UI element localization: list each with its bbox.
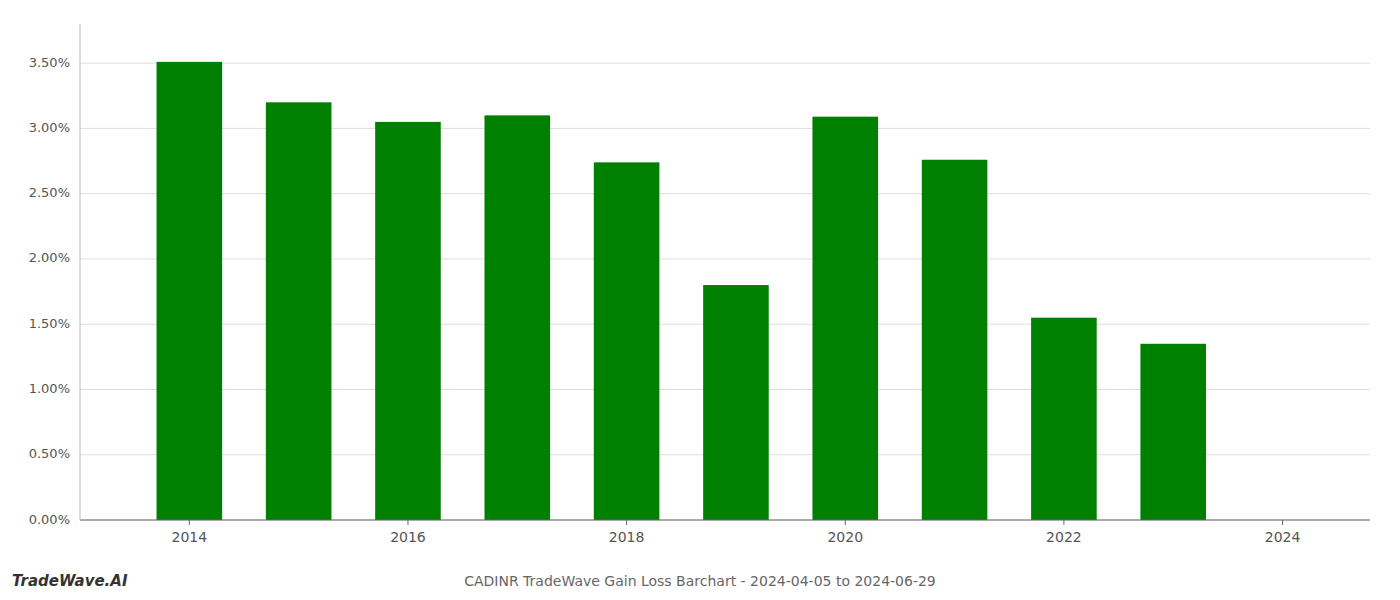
x-tick-label: 2018 — [609, 529, 645, 545]
x-tick-label: 2024 — [1265, 529, 1301, 545]
title: CADINR TradeWave Gain Loss Barchart - 20… — [464, 573, 936, 589]
x-tick — [845, 520, 846, 525]
x-ticks: 2014 2016 2018 2020 2022 2024 — [172, 520, 1301, 545]
bar — [157, 62, 223, 520]
x-tick — [407, 520, 408, 525]
y-tick-label: 2.50% — [29, 185, 70, 200]
y-tick-label: 2.00% — [29, 250, 70, 265]
bar — [812, 117, 878, 520]
bar — [1031, 318, 1097, 520]
x-tick-label: 2014 — [172, 529, 208, 545]
y-tick-label: 1.00% — [29, 381, 70, 396]
bar — [703, 285, 769, 520]
y-tick-label: 0.00% — [29, 512, 70, 527]
x-tick — [626, 520, 627, 525]
y-tick-label: 1.50% — [29, 316, 70, 331]
y-tick-label: 0.50% — [29, 446, 70, 461]
y-tick-labels: 0.00% 0.50% 1.00% 1.50% 2.00% 2.50% 3.00% 3.50% — [29, 55, 70, 527]
grid-line — [80, 63, 1370, 64]
x-tick — [1063, 520, 1064, 525]
bar — [1140, 344, 1206, 520]
x-tick — [189, 520, 190, 525]
bar — [922, 160, 988, 520]
bars — [157, 62, 1206, 520]
y-tick-label: 3.00% — [29, 120, 70, 135]
bar — [594, 162, 660, 520]
y-axis-line — [80, 24, 81, 520]
x-tick-label: 2022 — [1046, 529, 1082, 545]
chart: 0.00% 0.50% 1.00% 1.50% 2.00% 2.50% 3.00% 3.50%… — [0, 0, 1400, 600]
x-axis-line — [80, 520, 1370, 521]
x-tick — [1282, 520, 1283, 525]
grid-line — [80, 520, 1370, 521]
x-tick-label: 2020 — [827, 529, 863, 545]
bar — [375, 122, 441, 520]
watermark: TradeWave.AI — [12, 572, 128, 590]
y-tick-label: 3.50% — [29, 55, 70, 70]
bar — [266, 102, 332, 520]
x-tick-label: 2016 — [390, 529, 426, 545]
bar — [484, 115, 550, 520]
y-grid — [80, 63, 1370, 520]
